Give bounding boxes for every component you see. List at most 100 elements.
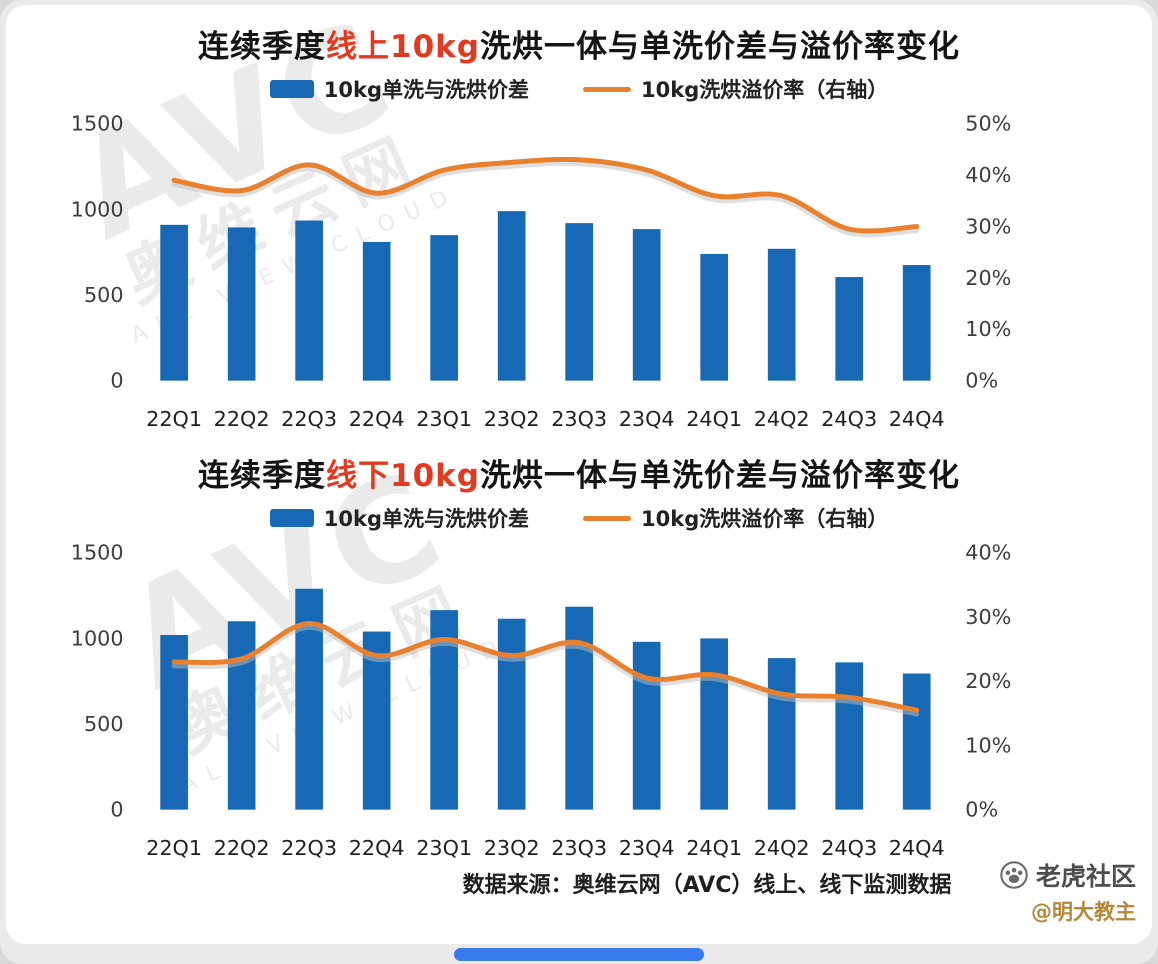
right-axis-tick-label: 20%: [965, 669, 1011, 693]
title-suffix: 洗烘一体与单洗价差与溢价率变化: [479, 458, 960, 494]
title-highlight: 线上10kg: [326, 29, 480, 65]
line-swatch-icon: [583, 86, 631, 92]
category-label: 22Q1: [146, 407, 202, 431]
online-chart-section: 连续季度线上10kg洗烘一体与单洗价差与溢价率变化 10kg单洗与洗烘价差 10…: [6, 21, 1152, 436]
category-label: 24Q2: [754, 836, 810, 860]
right-axis-tick-label: 10%: [965, 733, 1011, 757]
category-label: 23Q3: [551, 407, 607, 431]
category-label: 24Q2: [754, 407, 810, 431]
category-label: 23Q3: [551, 836, 607, 860]
bottom-blue-pill: [454, 947, 704, 961]
price-gap-bar: [227, 227, 256, 381]
price-gap-bar: [362, 241, 391, 381]
category-label: 23Q2: [484, 407, 540, 431]
category-label: 22Q2: [214, 836, 270, 860]
category-label: 24Q1: [686, 407, 742, 431]
bottom-strip: [0, 944, 1158, 964]
community-name: 老虎社区: [1035, 862, 1136, 891]
online-chart-title: 连续季度线上10kg洗烘一体与单洗价差与溢价率变化: [6, 21, 1152, 66]
category-label: 23Q1: [416, 836, 472, 860]
category-label: 24Q3: [821, 407, 877, 431]
category-label: 22Q2: [214, 407, 270, 431]
category-label: 23Q1: [416, 407, 472, 431]
right-axis-tick-label: 50%: [965, 112, 1011, 136]
right-axis-tick-label: 30%: [965, 214, 1011, 238]
price-gap-bar: [835, 662, 864, 810]
offline-chart-title: 连续季度线下10kg洗烘一体与单洗价差与溢价率变化: [6, 450, 1152, 495]
left-axis-tick-label: 1500: [71, 541, 124, 565]
legend-item-line: 10kg洗烘溢价率（右轴）: [583, 74, 888, 104]
left-axis-tick-label: 500: [84, 283, 124, 307]
right-axis-tick-label: 20%: [965, 266, 1011, 290]
report-card: AVC 奥维云网 ALL VIEW CLOUD AVC 奥维云网 ALL VIE…: [6, 5, 1152, 944]
community-row: 老虎社区: [1000, 857, 1136, 893]
price-gap-bar: [497, 618, 526, 810]
legend-line-label: 10kg洗烘溢价率（右轴）: [641, 507, 889, 531]
price-gap-bar: [835, 277, 864, 381]
legend-line-label: 10kg洗烘溢价率（右轴）: [641, 78, 889, 102]
price-gap-bar: [565, 223, 593, 381]
right-axis-tick-label: 40%: [965, 163, 1011, 187]
category-label: 22Q1: [146, 836, 202, 860]
left-axis-tick-label: 1000: [71, 626, 124, 650]
category-label: 23Q4: [619, 407, 675, 431]
premium-rate-line: [171, 620, 920, 713]
legend-item-line: 10kg洗烘溢价率（右轴）: [583, 503, 888, 533]
category-label: 22Q3: [281, 407, 337, 431]
price-gap-bar: [160, 224, 188, 381]
price-gap-bar: [497, 211, 526, 381]
price-gap-bar: [227, 621, 256, 810]
price-gap-bar: [565, 606, 593, 810]
right-axis-tick-label: 0%: [965, 369, 998, 393]
category-label: 23Q2: [484, 836, 540, 860]
left-axis-tick-label: 500: [84, 712, 124, 736]
bar-swatch-icon: [269, 80, 314, 98]
price-gap-bar: [767, 248, 796, 381]
price-gap-bar: [902, 673, 931, 810]
right-axis-tick-label: 0%: [965, 798, 998, 822]
premium-rate-line: [171, 156, 920, 234]
bar-swatch-icon: [269, 509, 314, 527]
category-label: 24Q1: [686, 836, 742, 860]
online-legend: 10kg单洗与洗烘价差 10kg洗烘溢价率（右轴）: [6, 74, 1152, 104]
author-handle: @明大教主: [1031, 900, 1136, 924]
community-branding: 老虎社区 @明大教主: [1000, 857, 1136, 926]
legend-bar-label: 10kg单洗与洗烘价差: [323, 507, 529, 531]
offline-chart-section: 连续季度线下10kg洗烘一体与单洗价差与溢价率变化 10kg单洗与洗烘价差 10…: [6, 450, 1152, 865]
category-label: 22Q4: [349, 407, 405, 431]
tiger-community-logo-icon: [1000, 861, 1028, 889]
price-gap-bar: [902, 265, 931, 381]
legend-item-bar: 10kg单洗与洗烘价差: [269, 503, 529, 533]
premium-rate-line-shadow: [171, 160, 920, 238]
title-highlight: 线下10kg: [326, 458, 480, 494]
price-gap-bar: [632, 229, 661, 381]
category-label: 22Q4: [349, 836, 405, 860]
price-gap-bar: [430, 235, 458, 381]
category-label: 24Q4: [889, 407, 945, 431]
price-gap-bar: [700, 253, 729, 381]
left-axis-tick-label: 1000: [71, 197, 124, 221]
right-axis-tick-label: 10%: [965, 317, 1011, 341]
left-axis-tick-label: 1500: [71, 112, 124, 136]
right-axis-tick-label: 40%: [965, 541, 1011, 565]
data-source-note: 数据来源：奥维云网（AVC）线上、线下监测数据: [462, 873, 952, 898]
title-suffix: 洗烘一体与单洗价差与溢价率变化: [479, 29, 960, 65]
legend-item-bar: 10kg单洗与洗烘价差: [269, 74, 529, 104]
price-gap-bar: [632, 641, 661, 810]
offline-legend: 10kg单洗与洗烘价差 10kg洗烘溢价率（右轴）: [6, 503, 1152, 533]
right-axis-tick-label: 30%: [965, 605, 1011, 629]
online-combo-chart: 0 500 1000 1500 0% 10% 20% 30% 40% 50% 22Q1 22Q2 22Q…: [71, 112, 1012, 431]
title-prefix: 连续季度: [198, 458, 327, 494]
line-swatch-icon: [583, 515, 631, 521]
offline-combo-chart: 0 500 1000 1500 0% 10% 20% 30% 40% 22Q1 22Q2 22Q3 22…: [71, 541, 1012, 860]
price-gap-bar: [295, 220, 323, 381]
left-axis-tick-label: 0: [110, 798, 123, 822]
title-prefix: 连续季度: [198, 29, 327, 65]
left-axis-tick-label: 0: [110, 369, 123, 393]
price-gap-bar: [767, 658, 796, 810]
category-label: 23Q4: [619, 836, 675, 860]
price-gap-bar: [700, 638, 729, 810]
category-label: 24Q4: [889, 836, 945, 860]
premium-rate-line-shadow: [171, 624, 920, 717]
